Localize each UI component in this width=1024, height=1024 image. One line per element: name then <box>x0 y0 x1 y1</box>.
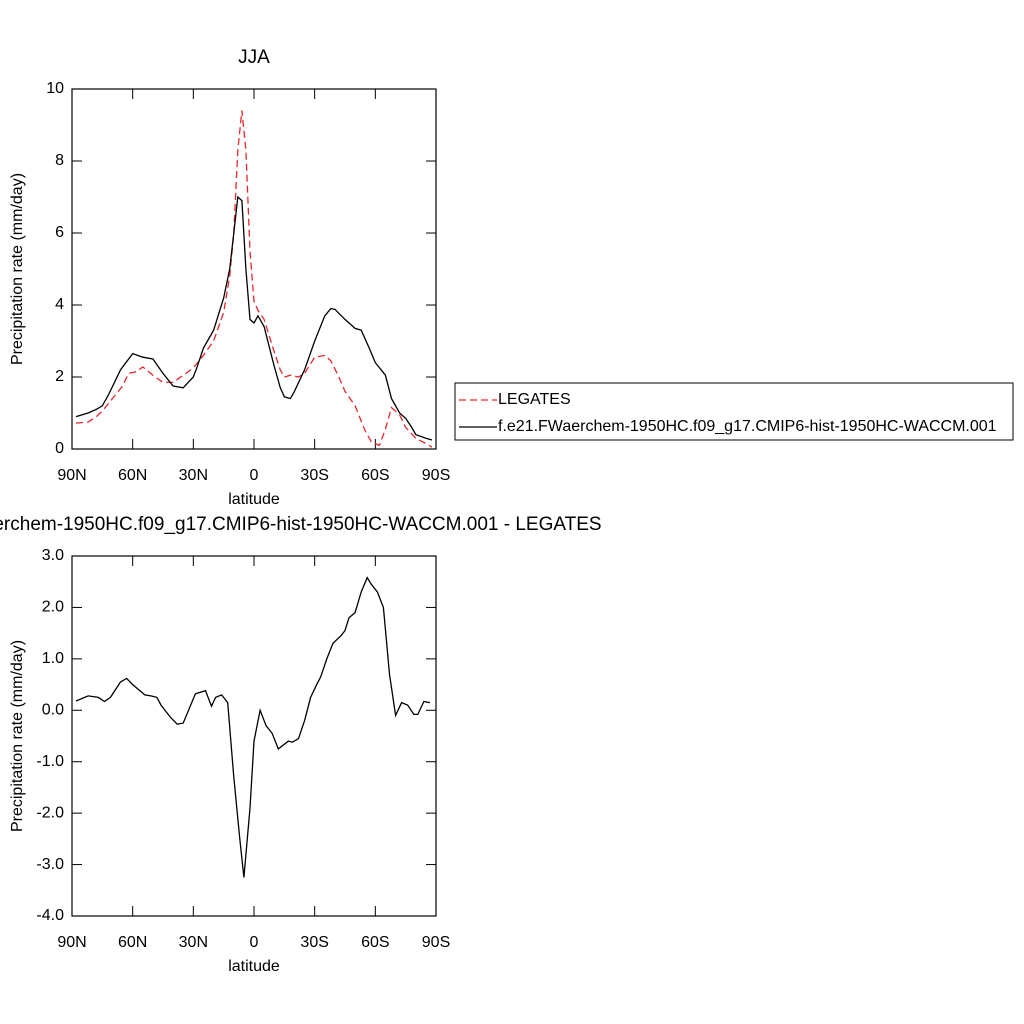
y-tick-label: -2.0 <box>36 804 64 821</box>
x-tick-label: 0 <box>250 467 259 484</box>
x-tick-label: 30S <box>300 467 328 484</box>
x-tick-label: 0 <box>250 934 259 951</box>
x-tick-label: 30N <box>179 934 208 951</box>
y-tick-label: 2.0 <box>42 599 64 616</box>
x-tick-label: 30S <box>300 934 328 951</box>
x-tick-label: 60S <box>361 467 389 484</box>
chart-title: f.e21.FWaerchem-1950HC.f09_g17.CMIP6-his… <box>0 514 602 535</box>
x-tick-label: 90N <box>57 934 86 951</box>
y-axis-label: Precipitation rate (mm/day) <box>9 173 26 365</box>
x-axis-label: latitude <box>228 958 280 975</box>
data-line <box>75 576 431 878</box>
y-tick-label: 1.0 <box>42 650 64 667</box>
plot-frame <box>71 88 437 450</box>
legend-label: LEGATES <box>498 391 571 408</box>
legend-box <box>454 382 1014 441</box>
y-tick-label: 0.0 <box>42 702 64 719</box>
y-tick-label: -1.0 <box>36 753 64 770</box>
x-tick-label: 90N <box>57 467 86 484</box>
x-tick-label: 30N <box>179 467 208 484</box>
data-line <box>75 195 433 441</box>
y-axis-label: Precipitation rate (mm/day) <box>9 640 26 832</box>
y-tick-label: 8 <box>55 152 64 169</box>
chart-title: JJA <box>238 47 270 68</box>
y-tick-label: 4 <box>55 296 64 313</box>
x-tick-label: 60S <box>361 934 389 951</box>
x-tick-label: 90S <box>422 467 450 484</box>
y-tick-label: 0 <box>55 440 64 457</box>
x-tick-label: 60N <box>118 467 147 484</box>
plot-frame <box>71 555 437 917</box>
y-tick-label: 10 <box>46 80 64 97</box>
y-tick-label: 2 <box>55 368 64 385</box>
x-tick-label: 90S <box>422 934 450 951</box>
x-axis-label: latitude <box>228 491 280 508</box>
y-tick-label: 6 <box>55 224 64 241</box>
y-tick-label: -4.0 <box>36 907 64 924</box>
data-line <box>75 110 433 448</box>
y-tick-label: 3.0 <box>42 547 64 564</box>
x-tick-label: 60N <box>118 934 147 951</box>
y-tick-label: -3.0 <box>36 856 64 873</box>
legend-label: f.e21.FWaerchem-1950HC.f09_g17.CMIP6-his… <box>498 418 997 435</box>
